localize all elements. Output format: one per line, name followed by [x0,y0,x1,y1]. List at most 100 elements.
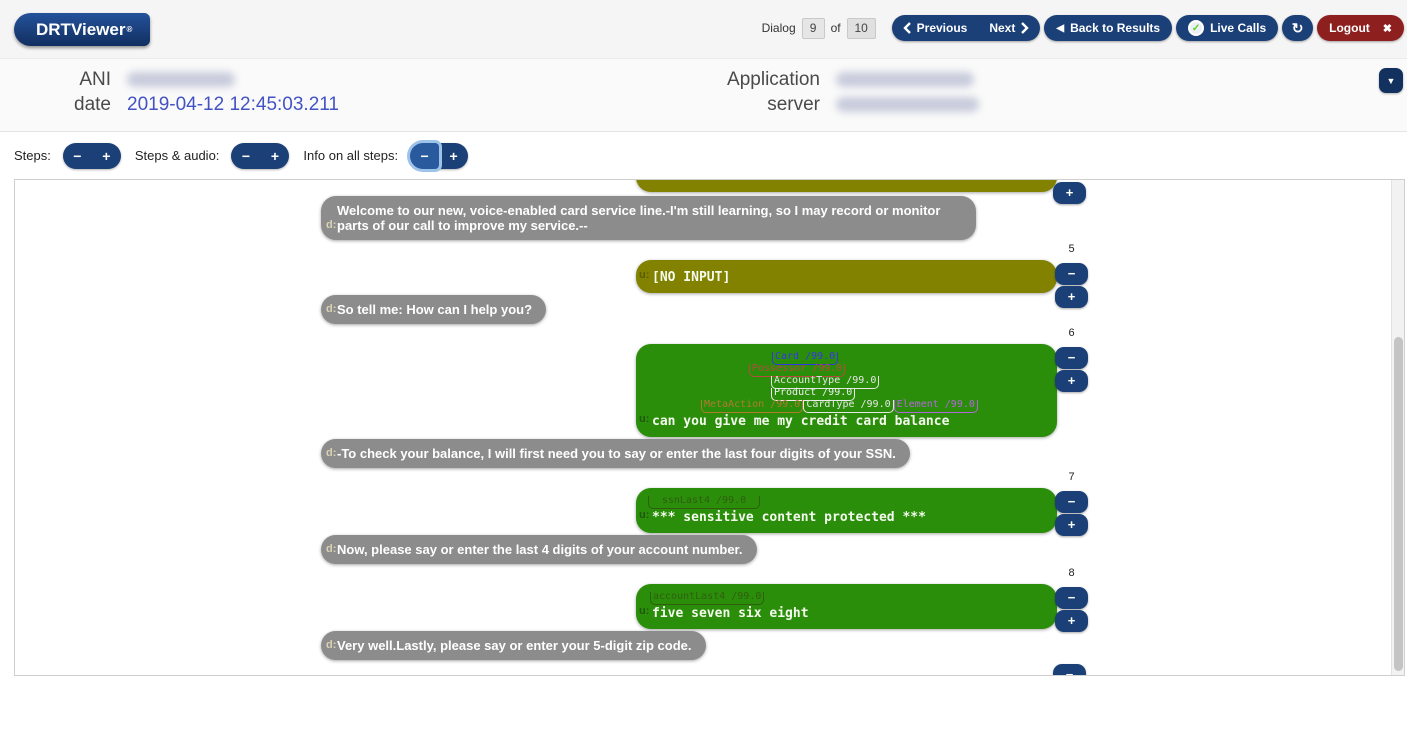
annotation-line: AccountType /99.0 [640,374,1045,389]
entity-annotation: Element /99.0 [893,400,978,413]
step-controls: 5 − + [1055,243,1088,308]
server-label: server [767,94,820,115]
next-label: Next [989,21,1016,35]
back-arrow-icon: ◀ [1056,22,1065,34]
step-collapse-button[interactable]: − [1055,263,1088,285]
user-utterance-bubble: u: [NO INPUT] [636,260,1057,293]
system-prompt-bubble: d: Very well.Lastly, please say or enter … [321,631,706,660]
annotation-line: MetaAction /99.0 CardType /99.0 Element /9… [640,398,1045,413]
step-collapse-button[interactable]: − [1055,491,1088,513]
user-utterance-bubble: Card /99.0 Possessor /99.0 AccountType /99… [636,344,1057,437]
system-prompt-text: -To check your balance, I will first nee… [337,446,896,461]
ani-label: ANI [79,69,111,90]
steps-collapse-button[interactable]: − [63,143,92,169]
step-expand-button[interactable]: + [1055,610,1088,632]
info-all-steps-stepper: − + [410,142,469,169]
expand-info-button[interactable]: ▼ [1379,68,1403,93]
top-bar: DRTViewer® Dialog of Previous Next ◀ Bac… [0,0,1407,59]
entity-annotation: AccountType /99.0 [771,376,880,389]
speaker-prefix: u: [639,509,650,521]
live-calls-label: Live Calls [1210,21,1267,35]
entity-annotation: Possessor /99.0 [749,364,846,377]
scrollbar-track[interactable] [1391,180,1404,675]
system-prompt-bubble: d: Welcome to our new, voice-enabled card… [321,196,976,240]
annotation-line: Possessor /99.0 [640,362,1045,377]
dialog-number-input[interactable] [801,17,825,39]
speaker-prefix: d: [326,639,337,651]
system-prompt-text: So tell me: How can I help you? [337,302,533,317]
entity-annotation: ssnLast4 /99.0 [648,496,760,509]
annotation-line: ssnLast4 /99.0 [640,494,1045,509]
step-collapse-button[interactable]: − [1055,347,1088,369]
utterance-text: five seven six eight [652,606,809,621]
previous-button[interactable]: Previous [892,15,979,41]
annotation-line: Card /99.0 [640,350,1045,365]
step-controls: 8 − + [1055,567,1088,632]
dialog-total-box [846,17,876,39]
speaker-prefix: u: [639,413,650,425]
utterance-line: u: *** sensitive content protected *** [639,507,1045,527]
date-label: date [74,94,111,115]
topbar-actions: Dialog of Previous Next ◀ Back to Result… [756,15,1404,41]
speaker-prefix: d: [326,303,337,315]
ani-redacted-value [127,72,235,87]
live-calls-button[interactable]: ✓ Live Calls [1176,15,1279,41]
logout-label: Logout [1329,21,1370,35]
info-all-steps-collapse-button[interactable]: − [410,142,440,169]
logout-button[interactable]: Logout ✖ [1317,15,1404,41]
chevron-left-icon [902,22,911,34]
step-collapse-button[interactable]: − [1055,587,1088,609]
refresh-button[interactable]: ↻ [1282,15,1314,41]
user-step-row: ssnLast4 /99.0 u: *** sensitive content pr… [15,471,1404,536]
system-step-row: d: Very well.Lastly, please say or enter … [321,631,1404,660]
user-step-row: Card /99.0 Possessor /99.0 AccountType /99… [15,327,1404,437]
close-icon: ✖ [1382,22,1392,35]
system-step-row: d: Now, please say or enter the last 4 di… [321,535,1404,564]
step-number: 8 [1068,567,1075,579]
next-button[interactable]: Next [978,15,1040,41]
ani-date-group: ANI date 2019-04-12 12:45:03.211 [14,59,339,116]
application-label: Application [727,69,820,90]
utterance-text: can you give me my credit card balance [652,414,950,429]
server-redacted-value [836,97,979,112]
utterance-line: u: can you give me my credit card balance [639,411,1045,431]
dialog-of-label: of [830,21,841,35]
step-number: 6 [1068,327,1075,339]
steps-label: Steps: [14,148,51,163]
steps-stepper: − + [62,142,121,169]
system-prompt-text: Welcome to our new, voice-enabled card s… [337,203,941,233]
entity-annotation: Product /99.0 [771,388,856,401]
step-controls: 7 − + [1055,471,1088,536]
system-prompt-text: Now, please say or enter the last 4 digi… [337,542,743,557]
step-expand-button[interactable]: + [1053,182,1086,204]
dialog-pager: Previous Next [891,15,1041,41]
annotation-line: accountLast4 /99.0 [640,590,1045,605]
refresh-icon: ↻ [1291,19,1304,36]
app-logo-text: DRTViewer [36,19,126,39]
speaker-prefix: u: [639,269,650,281]
system-step-row: d: -To check your balance, I will first n… [321,439,1404,468]
user-step-row: accountLast4 /99.0 u: five seven six eight… [15,567,1404,632]
steps-audio-expand-button[interactable]: + [260,143,289,169]
info-all-steps-label: Info on all steps: [303,148,399,163]
scrollbar-thumb[interactable] [1394,337,1403,671]
step-number: 5 [1068,243,1075,255]
entity-annotation: MetaAction /99.0 [701,400,804,413]
entity-annotation: accountLast4 /99.0 [650,592,765,605]
step-controls: 6 − + [1055,327,1088,437]
entity-annotation: Card /99.0 [772,352,839,365]
step-expand-button[interactable]: + [1055,370,1088,392]
application-server-group: Application server [698,59,979,116]
steps-expand-button[interactable]: + [92,143,121,169]
annotation-line: Product /99.0 [640,386,1045,401]
steps-audio-collapse-button[interactable]: − [231,143,260,169]
date-value: 2019-04-12 12:45:03.211 [127,94,339,115]
step-collapse-button[interactable]: − [1053,664,1086,675]
step-number: 7 [1068,471,1075,483]
utterance-text: *** sensitive content protected *** [652,510,926,525]
steps-audio-stepper: − + [231,142,290,169]
info-all-steps-expand-button[interactable]: + [439,143,468,169]
step-expand-button[interactable]: + [1055,286,1088,308]
back-to-results-button[interactable]: ◀ Back to Results [1044,15,1173,41]
step-expand-button[interactable]: + [1055,514,1088,536]
